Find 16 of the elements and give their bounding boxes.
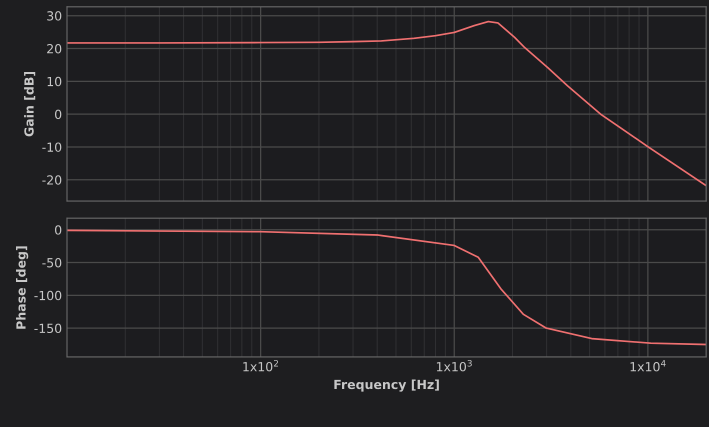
y-axis-title: Phase [deg] [16,246,28,329]
y-tick-label: -20 [42,175,62,185]
x-tick-label: 1x10$^{4}$ [630,360,666,372]
x-tick-label: 1x10$^{2}$ [243,360,278,372]
y-tick-label: 20 [47,44,62,54]
y-tick-label: 30 [47,11,62,21]
y-tick-label: -10 [42,142,62,152]
y-tick-label: 0 [55,110,62,120]
y-tick-label: -50 [42,258,62,268]
y-tick-label: -150 [34,324,62,334]
x-axis-title: Frequency [Hz] [334,379,439,392]
y-tick-label: -100 [34,290,62,300]
x-tick-label: 1x10$^{3}$ [436,360,472,372]
y-tick-label: 10 [48,76,62,86]
y-tick-label: 0 [55,225,62,235]
y-axis-title: Gain [dB] [24,72,36,136]
